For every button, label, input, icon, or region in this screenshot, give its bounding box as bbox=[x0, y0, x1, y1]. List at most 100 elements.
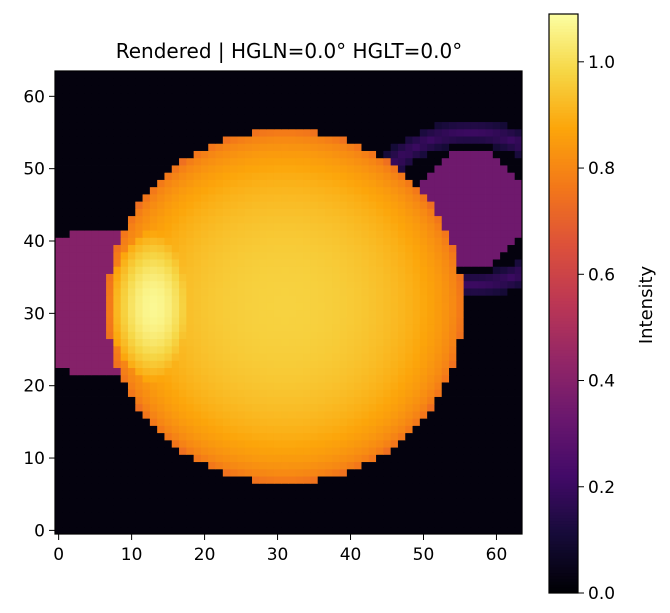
heatmap-cell bbox=[441, 128, 450, 137]
heatmap-cell bbox=[84, 360, 92, 369]
heatmap-cell bbox=[91, 71, 100, 79]
heatmap-cell bbox=[434, 78, 443, 86]
heatmap-cell bbox=[368, 107, 377, 115]
heatmap-cell bbox=[412, 389, 421, 397]
heatmap-cell bbox=[485, 295, 494, 303]
colorbar-segment bbox=[549, 535, 578, 539]
heatmap-cell bbox=[273, 497, 282, 506]
heatmap-cell bbox=[310, 439, 319, 448]
heatmap-cell bbox=[113, 99, 122, 108]
heatmap-cell bbox=[332, 78, 340, 86]
heatmap-cell bbox=[412, 121, 421, 130]
heatmap-cell bbox=[361, 505, 370, 513]
heatmap-cell bbox=[449, 288, 457, 296]
heatmap-cell bbox=[427, 92, 435, 101]
heatmap-cell bbox=[230, 230, 238, 238]
heatmap-cell bbox=[266, 519, 275, 528]
heatmap-cell bbox=[368, 165, 377, 173]
heatmap-cell bbox=[208, 208, 216, 217]
heatmap-cell bbox=[69, 193, 78, 202]
heatmap-cell bbox=[273, 519, 282, 528]
heatmap-cell bbox=[266, 367, 275, 376]
heatmap-cell bbox=[179, 526, 187, 535]
heatmap-cell bbox=[193, 85, 202, 94]
colorbar-segment bbox=[549, 413, 578, 417]
heatmap-cell bbox=[244, 150, 253, 159]
heatmap-cell bbox=[427, 302, 435, 311]
heatmap-cell bbox=[288, 302, 297, 311]
heatmap-cell bbox=[368, 244, 377, 253]
heatmap-cell bbox=[237, 454, 246, 463]
heatmap-cell bbox=[434, 165, 443, 173]
heatmap-cell bbox=[295, 208, 304, 217]
heatmap-cell bbox=[230, 396, 238, 405]
heatmap-cell bbox=[62, 519, 70, 528]
heatmap-cell bbox=[449, 324, 457, 332]
heatmap-cell bbox=[485, 353, 494, 361]
heatmap-cell bbox=[456, 208, 465, 217]
heatmap-cell bbox=[500, 179, 508, 188]
heatmap-cell bbox=[237, 461, 246, 470]
heatmap-cell bbox=[500, 193, 508, 202]
heatmap-cell bbox=[339, 447, 348, 455]
heatmap-cell bbox=[127, 468, 136, 477]
heatmap-cell bbox=[84, 128, 92, 137]
heatmap-cell bbox=[157, 208, 165, 217]
heatmap-cell bbox=[193, 338, 202, 347]
heatmap-cell bbox=[266, 259, 275, 267]
heatmap-cell bbox=[456, 266, 465, 274]
heatmap-cell bbox=[98, 461, 107, 470]
heatmap-cell bbox=[142, 519, 151, 528]
heatmap-cell bbox=[332, 403, 340, 412]
heatmap-cell bbox=[281, 150, 289, 159]
heatmap-cell bbox=[62, 345, 70, 354]
heatmap-cell bbox=[193, 114, 202, 123]
heatmap-cell bbox=[354, 345, 362, 354]
heatmap-cell bbox=[507, 201, 516, 209]
heatmap-cell bbox=[113, 497, 122, 506]
heatmap-cell bbox=[324, 418, 333, 426]
heatmap-cell bbox=[303, 78, 311, 86]
heatmap-cell bbox=[230, 92, 238, 101]
heatmap-cell bbox=[478, 439, 486, 448]
heatmap-cell bbox=[339, 157, 348, 166]
heatmap-cell bbox=[492, 345, 501, 354]
heatmap-cell bbox=[69, 78, 78, 86]
heatmap-cell bbox=[383, 519, 392, 528]
heatmap-cell bbox=[171, 512, 180, 520]
heatmap-cell bbox=[127, 476, 136, 484]
heatmap-cell bbox=[368, 374, 377, 383]
heatmap-cell bbox=[295, 302, 304, 311]
heatmap-cell bbox=[376, 92, 384, 101]
heatmap-cell bbox=[405, 114, 413, 123]
heatmap-cell bbox=[478, 367, 486, 376]
heatmap-cell bbox=[230, 374, 238, 383]
heatmap-cell bbox=[463, 490, 472, 499]
heatmap-cell bbox=[339, 345, 348, 354]
heatmap-cell bbox=[419, 316, 428, 325]
heatmap-cell bbox=[200, 165, 209, 173]
heatmap-cell bbox=[492, 454, 501, 463]
heatmap-cell bbox=[368, 295, 377, 303]
heatmap-cell bbox=[62, 78, 70, 86]
heatmap-cell bbox=[179, 367, 187, 376]
heatmap-cell bbox=[397, 78, 406, 86]
heatmap-cell bbox=[76, 353, 85, 361]
heatmap-cell bbox=[449, 237, 457, 246]
colorbar-segment bbox=[549, 569, 578, 574]
heatmap-cell bbox=[412, 273, 421, 282]
colorbar-segment bbox=[549, 378, 578, 383]
heatmap-cell bbox=[492, 179, 501, 188]
heatmap-cell bbox=[200, 526, 209, 535]
heatmap-cell bbox=[500, 273, 508, 282]
heatmap-cell bbox=[492, 201, 501, 209]
heatmap-cell bbox=[470, 432, 479, 441]
heatmap-cell bbox=[434, 150, 443, 159]
heatmap-cell bbox=[179, 476, 187, 484]
heatmap-cell bbox=[113, 403, 122, 412]
heatmap-cell bbox=[485, 454, 494, 463]
heatmap-cell bbox=[84, 461, 92, 470]
heatmap-cell bbox=[171, 99, 180, 108]
heatmap-cell bbox=[449, 432, 457, 441]
heatmap-cell bbox=[485, 360, 494, 369]
